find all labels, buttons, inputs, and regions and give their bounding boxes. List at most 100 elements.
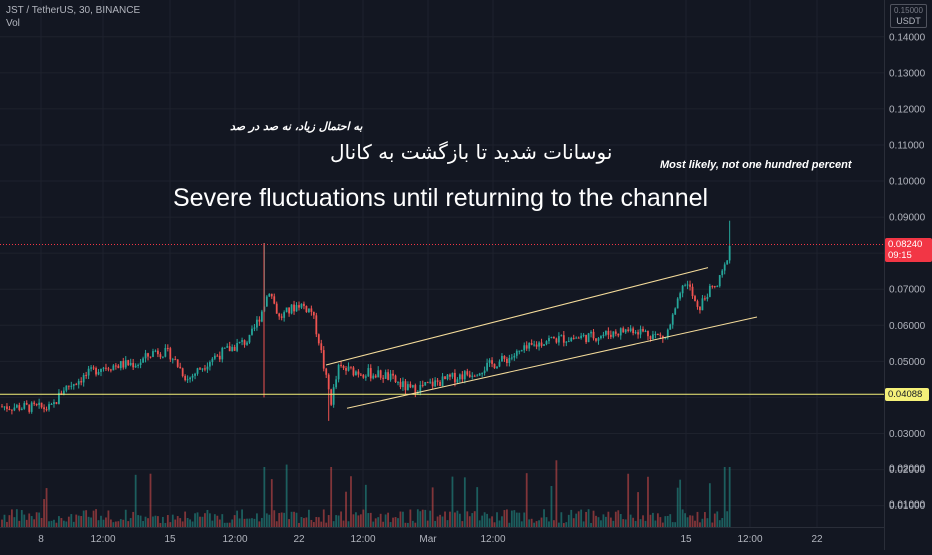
- symbol-title[interactable]: JST / TetherUS, 30, BINANCE: [6, 5, 141, 16]
- price-axis[interactable]: 0.14000 0.13000 0.12000 0.11000 0.10000 0.090…: [884, 0, 926, 550]
- volume-bar: [644, 520, 647, 527]
- volume-bar: [310, 519, 313, 527]
- volume-bar: [684, 513, 686, 527]
- candle-body: [107, 368, 110, 370]
- candle-body: [525, 345, 528, 349]
- candle-body: [246, 342, 248, 345]
- candle-body: [520, 350, 523, 352]
- volume-bar: [726, 511, 729, 527]
- volume-bar: [446, 520, 449, 527]
- candle-body: [676, 298, 679, 309]
- candle-body: [322, 350, 325, 369]
- time-axis[interactable]: 8 12:00 15 12:00 22 12:00 Mar 12:00 15 12:00 22: [0, 527, 884, 546]
- annotation-fa-small[interactable]: به احتمال زیاد، نه صد در صد: [230, 120, 363, 133]
- volume-bar: [585, 511, 587, 527]
- volume-bar: [308, 509, 310, 527]
- candle-body: [570, 337, 573, 342]
- volume-bar: [508, 522, 511, 527]
- volume-bar: [335, 515, 338, 527]
- volume-bar: [624, 519, 627, 527]
- candle-body: [352, 367, 355, 376]
- volume-bar: [414, 522, 417, 527]
- volume-bar: [53, 519, 55, 527]
- candle-body: [288, 307, 290, 314]
- candle-body: [3, 406, 6, 408]
- candle-body: [580, 335, 583, 339]
- time-tick-label: 12:00: [222, 534, 247, 545]
- time-tick-label: 15: [164, 534, 176, 545]
- volume-bar: [458, 513, 461, 527]
- volume-bar: [434, 520, 437, 527]
- volume-bar: [466, 511, 469, 527]
- candle-body: [335, 379, 338, 388]
- volume-bar: [30, 516, 33, 527]
- candle-body: [609, 334, 612, 337]
- candle-body: [506, 358, 508, 364]
- annotation-en-small[interactable]: Most likely, not one hundred percent: [660, 159, 852, 171]
- time-tick-label: 12:00: [480, 534, 505, 545]
- drawings[interactable]: [0, 244, 884, 409]
- candle-body: [1, 406, 3, 408]
- candle-body: [414, 385, 417, 395]
- volume-bar: [699, 522, 701, 527]
- volume-bar: [260, 517, 263, 527]
- candle-body: [461, 374, 464, 380]
- candle-body: [681, 285, 684, 294]
- annotation-en-big[interactable]: Severe fluctuations until returning to t…: [173, 184, 709, 212]
- candle-body: [357, 371, 360, 375]
- volume-label[interactable]: Vol: [6, 18, 20, 29]
- candle-body: [704, 298, 706, 300]
- currency-badge[interactable]: 0.15000 USDT: [890, 4, 927, 28]
- candle-body: [112, 365, 115, 371]
- volume-bar: [112, 522, 115, 527]
- candle-body: [308, 308, 310, 313]
- volume-bar: [713, 513, 716, 527]
- last-price-value: 0.08240: [888, 239, 923, 250]
- volume-bar: [562, 522, 565, 527]
- volume-bar: [129, 518, 132, 527]
- volume-bar: [617, 510, 620, 527]
- candle-body: [530, 342, 533, 345]
- candle-body: [196, 368, 199, 374]
- volume-bar: [45, 488, 48, 527]
- price-tick-label: 0.06000: [889, 321, 926, 332]
- candle-body: [699, 306, 701, 311]
- volume-bar: [384, 514, 387, 527]
- candle-body: [142, 358, 144, 363]
- volume-bar: [548, 521, 550, 527]
- candle-body: [342, 365, 345, 369]
- volume-bar: [694, 520, 696, 527]
- volume-bar: [60, 518, 63, 527]
- candle-body: [189, 377, 191, 380]
- candle-body: [181, 368, 184, 377]
- volume-bar: [704, 512, 706, 527]
- volume-bar: [164, 522, 167, 527]
- volume-bar: [523, 512, 526, 527]
- candle-body: [124, 360, 127, 368]
- candle-body: [92, 367, 95, 369]
- annotation-fa-big[interactable]: نوسانات شدید تا بازگشت به کانال: [330, 140, 613, 164]
- volume-bar: [404, 522, 407, 527]
- candle-body: [6, 406, 8, 409]
- last-price-countdown: 09:15: [888, 250, 912, 261]
- candle-body: [303, 303, 305, 306]
- candle-body: [70, 385, 73, 387]
- volume-bar: [419, 511, 422, 527]
- volume-bar: [528, 519, 531, 527]
- candle-body: [362, 374, 365, 378]
- volume-bar: [555, 460, 558, 527]
- candle-body: [451, 372, 454, 377]
- candle-body: [62, 390, 65, 395]
- volume-bar: [238, 518, 241, 527]
- volume-bar: [416, 509, 419, 527]
- volume-bar: [347, 521, 350, 527]
- volume-bar: [614, 511, 617, 527]
- candle-body: [253, 327, 256, 329]
- volume-bar: [399, 511, 402, 527]
- candle-body: [575, 337, 578, 339]
- candle-body: [454, 372, 456, 383]
- candle-body: [701, 298, 704, 311]
- volume-bar: [649, 514, 652, 527]
